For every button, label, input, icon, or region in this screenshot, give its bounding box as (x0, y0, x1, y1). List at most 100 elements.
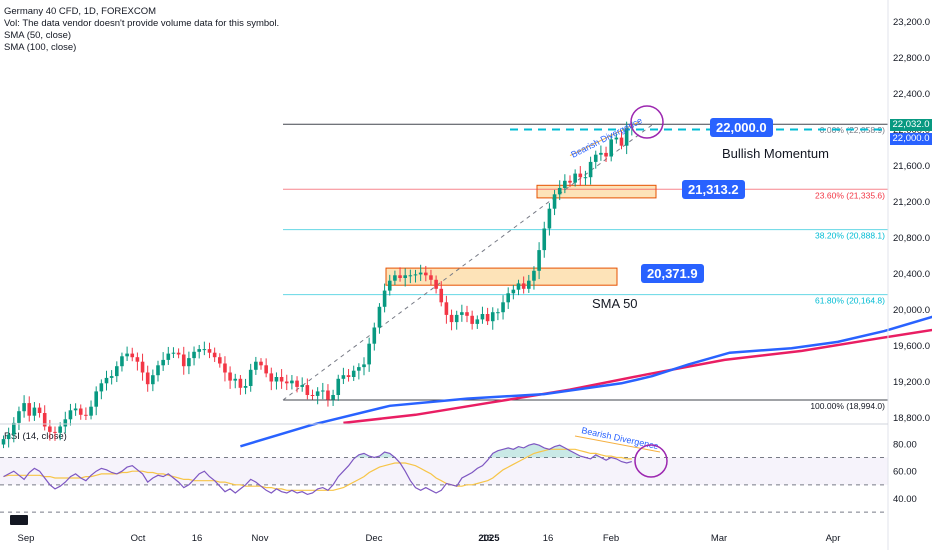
rsi-line[interactable] (3, 443, 632, 496)
candle-body (68, 410, 73, 420)
fib-trend-line (282, 123, 654, 401)
candle (527, 274, 531, 293)
candle-body (279, 377, 284, 382)
candle-body (212, 352, 217, 358)
candle (470, 310, 474, 330)
candle-body (619, 137, 624, 146)
candle-body (27, 403, 32, 416)
candle (578, 166, 583, 186)
candle (552, 189, 557, 216)
bearish-divergence-line (569, 120, 641, 157)
candle (619, 130, 624, 150)
rsi-divergence-label: Bearish Divergence (581, 425, 660, 451)
tradingview-logo-mark (10, 515, 28, 525)
candle (6, 427, 11, 448)
candle (284, 374, 289, 391)
chart-title: Germany 40 CFD, 1D, FOREXCOM (4, 6, 157, 17)
candle (480, 306, 485, 324)
time-axis-tick-label: 2025 (478, 533, 500, 544)
candle-body (274, 377, 279, 382)
candle-body (12, 422, 16, 435)
rsi-axis-tick-label: 80.00 (893, 439, 917, 450)
candle-body (73, 408, 78, 411)
candle (346, 368, 351, 382)
candle (37, 403, 42, 418)
price-axis-tick-label: 18,800.0 (893, 413, 930, 424)
candle-body (496, 312, 500, 314)
resistance-tag[interactable]: 22,000.0 (710, 118, 773, 137)
rsi-ma-line[interactable] (3, 448, 632, 491)
candle-body (449, 314, 454, 323)
candle-body (593, 154, 598, 162)
candle-body (156, 365, 160, 376)
candle (181, 346, 186, 375)
candle (516, 279, 521, 296)
time-axis-tick-label: Oct (131, 533, 146, 544)
candle-body (228, 372, 232, 381)
candle-body (521, 283, 526, 289)
candle (243, 378, 248, 395)
support-tag-1[interactable]: 21,313.2 (682, 180, 745, 199)
candle-body (490, 312, 495, 322)
divergence-circle (630, 105, 664, 139)
price-axis-tick-label: 19,200.0 (893, 377, 930, 388)
candle-body (254, 361, 258, 370)
rsi-axis-tick-label: 40.00 (893, 494, 917, 505)
support-tag-2[interactable]: 20,371.9 (641, 264, 704, 283)
candle (573, 169, 577, 187)
candle (197, 344, 201, 359)
bullish-momentum-label: Bullish Momentum (722, 146, 829, 161)
candle-body (243, 386, 248, 388)
candle (109, 370, 114, 385)
candle (274, 372, 279, 390)
candle-body (181, 354, 186, 367)
candle (27, 396, 32, 422)
rsi-divergence-circle (634, 444, 668, 478)
candle-body (109, 376, 114, 378)
candle (372, 322, 377, 351)
sma50-legend[interactable]: SMA (50, close) (4, 30, 72, 41)
candle (537, 242, 541, 280)
candle-body (1, 439, 6, 445)
candle (490, 307, 495, 330)
support-zone-2[interactable] (385, 267, 618, 286)
candle (84, 407, 88, 421)
candle (460, 304, 464, 322)
candle-body (94, 391, 98, 407)
candle (454, 310, 459, 330)
candle (32, 402, 37, 421)
rsi-divergence-line (574, 435, 661, 453)
candle (326, 384, 330, 407)
candle-body (290, 380, 294, 384)
candle-body (357, 367, 361, 371)
candle (485, 307, 490, 325)
candle-body (310, 395, 315, 396)
candle (588, 156, 593, 185)
sma100-legend[interactable]: SMA (100, close) (4, 42, 77, 53)
sma100-line[interactable] (343, 310, 932, 425)
candle-body (331, 395, 335, 400)
candle-body (454, 314, 459, 323)
candle-body (444, 302, 449, 315)
sma50-line[interactable] (240, 264, 932, 448)
candle (593, 150, 598, 169)
candle-body (351, 370, 356, 377)
candle (501, 295, 505, 320)
candle (1, 435, 6, 449)
price-axis-tick-label: 21,200.0 (893, 197, 930, 208)
candle-body (233, 378, 238, 381)
candle (42, 405, 47, 431)
candle (506, 287, 510, 309)
candle (583, 170, 588, 186)
candle (300, 377, 304, 392)
candle-body (604, 152, 608, 157)
candle (542, 221, 547, 258)
candle-body (99, 383, 104, 392)
candle (269, 367, 274, 391)
candle-body (516, 283, 521, 290)
candle-body (315, 391, 320, 396)
candle (413, 269, 418, 283)
rsi-legend[interactable]: RSI (14, close) (4, 431, 67, 442)
price-axis-tick-label: 22,400.0 (893, 89, 930, 100)
